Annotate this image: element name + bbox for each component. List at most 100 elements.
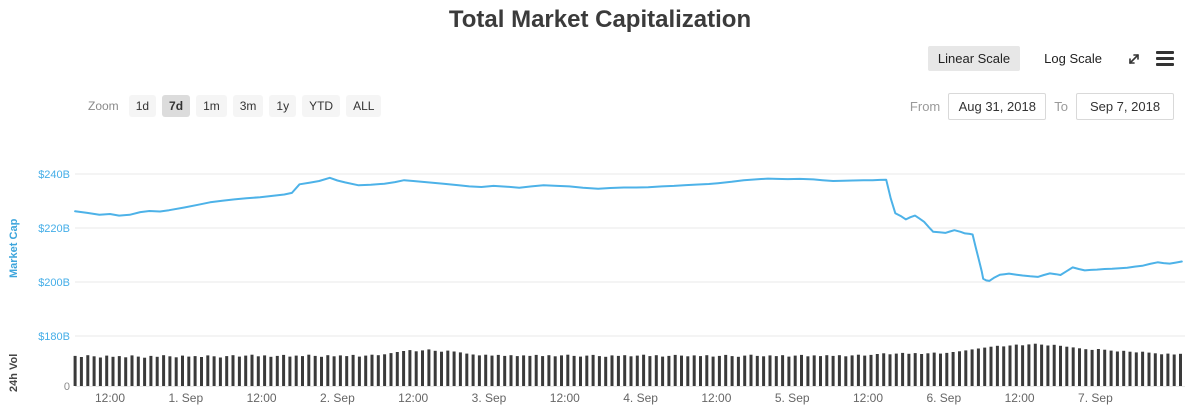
volume-bar [989, 346, 993, 386]
volume-bar [958, 351, 961, 386]
volume-bar [440, 351, 443, 386]
volume-bar [1153, 353, 1157, 386]
volume-bar [995, 345, 999, 387]
volume-bar [73, 355, 77, 386]
volume-bar [275, 355, 279, 386]
volume-bar [155, 356, 159, 386]
volume-bar [376, 355, 380, 386]
volume-bar [1109, 350, 1113, 386]
to-date-input[interactable] [1076, 93, 1174, 120]
volume-bar [522, 355, 526, 386]
volume-bar [907, 353, 911, 386]
volume-bar [414, 351, 418, 386]
volume-bar [1078, 348, 1081, 386]
x-axis-tick-label: 6. Sep [926, 391, 961, 405]
volume-bar [446, 350, 450, 386]
volume-bar [370, 354, 374, 386]
cap-axis-tick-label: $220B [38, 223, 70, 235]
volume-bar [591, 354, 595, 386]
volume-bar [1090, 349, 1094, 386]
log-scale-button[interactable]: Log Scale [1044, 51, 1102, 66]
volume-bar [1014, 344, 1018, 386]
volume-bar [471, 354, 475, 386]
zoom-button-all[interactable]: ALL [346, 95, 382, 117]
x-axis-tick-label: 7. Sep [1078, 391, 1113, 405]
volume-bar [357, 356, 361, 386]
x-axis-tick-label: 12:00 [95, 391, 125, 405]
x-axis-tick-label: 12:00 [247, 391, 277, 405]
volume-bar [1046, 345, 1050, 386]
zoom-button-1y[interactable]: 1y [269, 95, 297, 117]
volume-bar [724, 354, 728, 386]
zoom-button-ytd[interactable]: YTD [302, 95, 341, 117]
volume-bar [408, 350, 412, 386]
volume-bar [932, 352, 936, 386]
chart-menu-icon[interactable] [1156, 51, 1174, 66]
volume-bar [389, 353, 393, 386]
volume-bar [143, 357, 147, 386]
volume-bar [547, 355, 551, 386]
volume-bar [117, 356, 121, 386]
volume-bar [136, 356, 140, 386]
volume-bar [383, 354, 387, 386]
volume-bar [1179, 353, 1182, 386]
volume-bar [231, 355, 235, 386]
volume-bar [181, 355, 184, 386]
volume-bar [395, 352, 399, 386]
volume-bar [1096, 349, 1100, 386]
volume-bar [894, 353, 898, 386]
volume-bar [648, 356, 652, 386]
volume-bar [812, 355, 816, 386]
volume-bar [484, 354, 488, 386]
volume-bar [970, 349, 974, 386]
volume-bar [825, 355, 829, 386]
x-axis-tick-label: 12:00 [1005, 391, 1035, 405]
hamburger-bar [1156, 63, 1174, 66]
linear-scale-button[interactable]: Linear Scale [927, 46, 1021, 71]
volume-bar [920, 354, 924, 386]
volume-bar [364, 355, 368, 386]
volume-bar [111, 356, 115, 386]
volume-bar [263, 355, 267, 386]
page-title: Total Market Capitalization [448, 6, 752, 33]
volume-bar [332, 356, 336, 386]
volume-bar [1172, 354, 1176, 386]
volume-bar [1141, 351, 1145, 386]
volume-bar [294, 355, 298, 386]
vol-axis-tick-label: 0 [64, 381, 70, 393]
volume-bar [282, 354, 286, 386]
from-date-input[interactable] [948, 93, 1047, 120]
volume-bar [1128, 351, 1132, 386]
volume-bar [1084, 349, 1088, 386]
volume-bar [320, 356, 323, 386]
volume-bar [762, 356, 766, 386]
volume-bar [951, 352, 955, 386]
volume-bar [1122, 350, 1126, 386]
volume-bar [654, 355, 658, 386]
volume-bar [768, 355, 772, 386]
volume-bar [534, 354, 538, 386]
volume-bar [743, 355, 747, 386]
volume-bar [566, 354, 570, 386]
fullscreen-icon[interactable] [1126, 51, 1142, 67]
volume-bar [92, 356, 96, 386]
zoom-button-3m[interactable]: 3m [232, 95, 264, 117]
zoom-button-1d[interactable]: 1d [128, 95, 157, 117]
volume-bar [1065, 346, 1069, 386]
volume-bar [579, 356, 582, 386]
x-axis-tick-label: 4. Sep [623, 391, 658, 405]
zoom-button-7d[interactable]: 7d [162, 95, 191, 117]
cap-axis-tick-label: $240B [38, 169, 70, 181]
scale-toggle-group: Linear Scale Log Scale [927, 46, 1174, 71]
to-label: To [1054, 99, 1068, 114]
x-axis-tick-label: 12:00 [398, 391, 428, 405]
volume-bar [541, 356, 545, 386]
volume-bar [616, 355, 620, 386]
volume-bar [402, 351, 406, 386]
volume-bar [635, 355, 639, 386]
volume-bar [452, 351, 456, 386]
zoom-button-1m[interactable]: 1m [196, 95, 227, 117]
volume-bar [837, 355, 841, 386]
volume-bar [187, 356, 191, 386]
